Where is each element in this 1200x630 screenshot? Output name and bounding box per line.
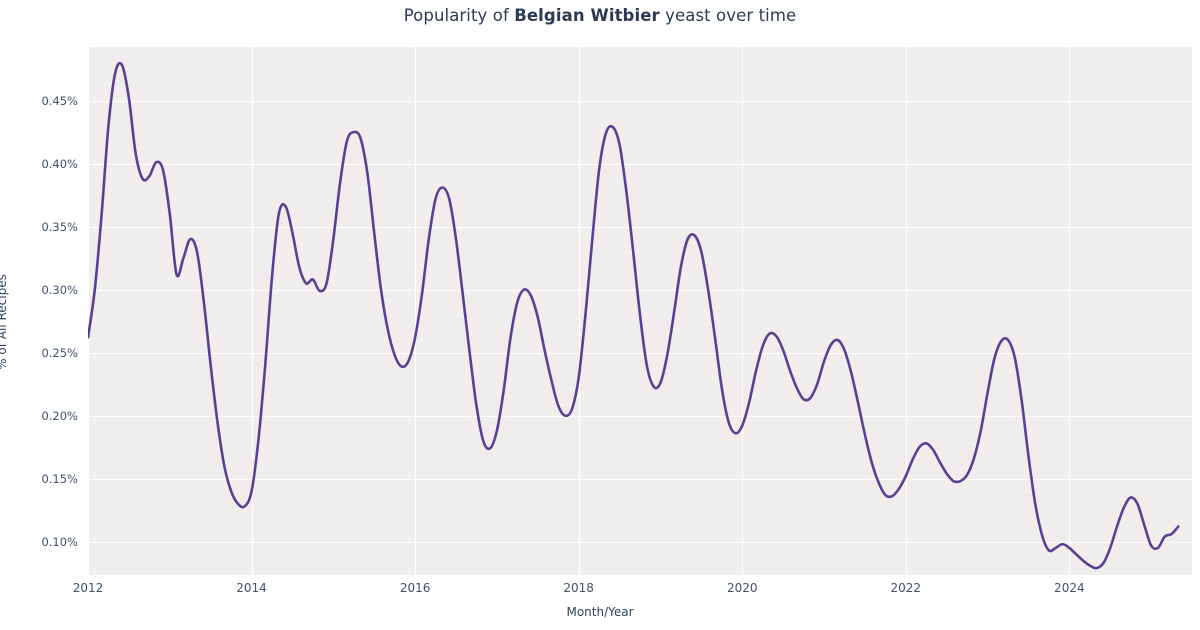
title-emphasis: Belgian Witbier <box>514 6 660 25</box>
gridline-vertical <box>251 47 253 575</box>
x-axis-tick-label: 2022 <box>890 581 922 595</box>
y-axis-tick-label: 0.30% <box>41 282 78 297</box>
title-suffix: yeast over time <box>659 6 797 25</box>
page-title: Popularity of Belgian Witbier yeast over… <box>0 6 1200 25</box>
gridline-horizontal <box>88 478 1192 480</box>
x-axis-tick-label: 2018 <box>563 581 594 595</box>
y-axis-tick-label: 0.40% <box>41 156 78 171</box>
gridline-vertical <box>578 47 580 575</box>
gridline-horizontal <box>88 163 1192 165</box>
x-axis-tick-label: 2014 <box>236 581 267 595</box>
gridline-vertical <box>88 47 89 575</box>
gridline-vertical <box>1069 47 1071 575</box>
series-line-chart <box>88 61 1180 570</box>
y-axis-tick-label: 0.45% <box>41 93 78 108</box>
series-line-belgian-witbier <box>88 61 1180 570</box>
y-axis-title: % of All Recipes <box>0 274 9 370</box>
gridline-horizontal <box>88 352 1192 354</box>
title-prefix: Popularity of <box>403 6 515 25</box>
x-axis-tick-label: 2012 <box>72 581 104 595</box>
plot-area <box>88 47 1192 575</box>
gridline-horizontal <box>88 415 1192 417</box>
x-axis-tick-label: 2016 <box>399 581 431 595</box>
y-axis-tick-label: 0.35% <box>41 219 78 234</box>
x-axis-title: Month/Year <box>566 605 634 619</box>
y-axis-tick-label: 0.15% <box>41 471 78 486</box>
gridline-horizontal <box>88 289 1192 291</box>
y-axis-tick-label: 0.20% <box>41 408 78 423</box>
gridline-vertical <box>905 47 907 575</box>
gridline-horizontal <box>88 100 1192 102</box>
gridline-vertical <box>415 47 417 575</box>
x-axis-tick-label: 2020 <box>726 581 758 595</box>
gridline-vertical <box>742 47 744 575</box>
x-axis-tick-label: 2024 <box>1054 581 1085 595</box>
gridline-horizontal <box>88 541 1192 543</box>
gridline-horizontal <box>88 226 1192 228</box>
y-axis-tick-label: 0.25% <box>41 345 78 360</box>
y-axis-tick-label: 0.10% <box>41 534 78 549</box>
